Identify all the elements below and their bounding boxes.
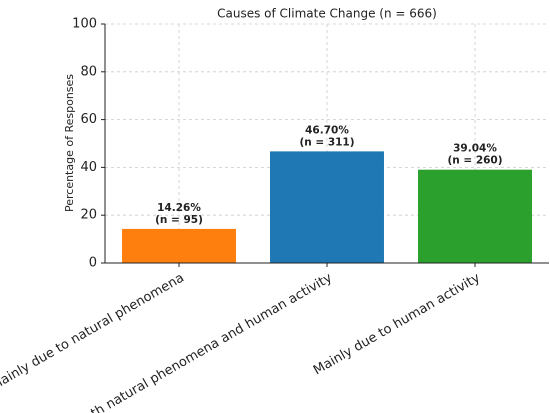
chart-title: Causes of Climate Change (n = 666): [217, 7, 437, 21]
y-axis-label: Percentage of Responses: [63, 74, 76, 212]
bar: [418, 169, 532, 263]
value-label: 46.70%: [305, 124, 349, 136]
y-tick-label: 80: [80, 64, 97, 79]
value-label: 39.04%: [453, 143, 497, 155]
y-tick-label: 60: [80, 112, 97, 127]
count-label: (n = 260): [447, 155, 502, 167]
bar: [122, 228, 236, 263]
count-label: (n = 311): [299, 136, 354, 148]
bar: [270, 151, 384, 263]
y-tick-label: 20: [80, 208, 97, 223]
y-tick-label: 40: [80, 160, 97, 175]
x-tick-label: Mainly due to human activity: [311, 270, 483, 378]
y-tick-label: 0: [89, 256, 97, 271]
x-tick-label: Both natural phenomena and human activit…: [74, 270, 335, 413]
value-label: 14.26%: [157, 202, 201, 214]
count-label: (n = 95): [155, 214, 203, 226]
y-tick-label: 100: [72, 17, 97, 32]
